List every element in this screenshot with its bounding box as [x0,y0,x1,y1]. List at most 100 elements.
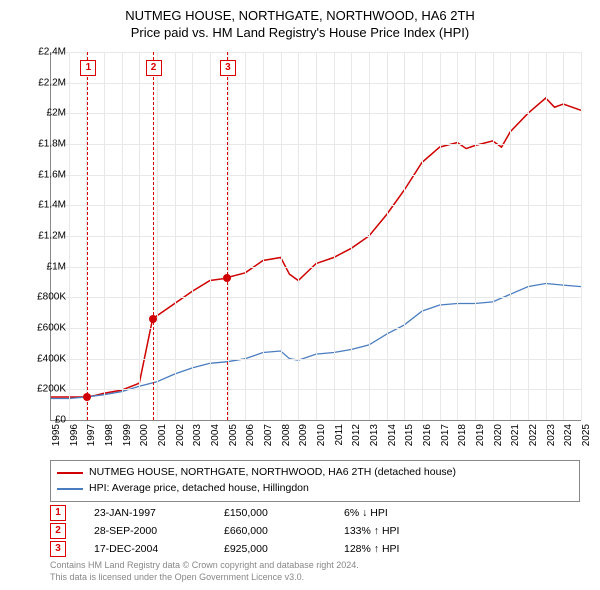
event-marker-line [87,52,88,420]
event-row: 2 28-SEP-2000 £660,000 133% ↑ HPI [50,522,580,540]
y-axis-label: £2.2M [38,77,66,88]
legend-label-hpi: HPI: Average price, detached house, Hill… [89,481,309,497]
y-axis-label: £2M [47,108,66,119]
gridline-v [422,52,423,420]
y-axis-label: £1M [47,261,66,272]
event-badge-on-chart: 1 [80,60,96,76]
x-axis-label: 2023 [546,424,557,446]
events-table: 1 23-JAN-1997 £150,000 6% ↓ HPI 2 28-SEP… [50,504,580,558]
event-date: 17-DEC-2004 [94,543,224,555]
price-marker [83,393,91,401]
gridline-v [404,52,405,420]
gridline-v [493,52,494,420]
x-axis-label: 1995 [51,424,62,446]
chart-container: NUTMEG HOUSE, NORTHGATE, NORTHWOOD, HA6 … [0,0,600,590]
event-price: £150,000 [224,507,344,519]
gridline-v [581,52,582,420]
gridline-v [457,52,458,420]
gridline-v [387,52,388,420]
x-axis-label: 2002 [175,424,186,446]
y-axis-label: £1.2M [38,231,66,242]
x-axis-label: 2003 [192,424,203,446]
event-pct: 6% ↓ HPI [344,507,454,519]
y-axis-label: £2.4M [38,47,66,58]
y-axis-label: £400K [37,353,66,364]
gridline-v [157,52,158,420]
event-badge-3: 3 [50,541,66,557]
x-axis-label: 2018 [457,424,468,446]
gridline-v [563,52,564,420]
x-axis-label: 1999 [122,424,133,446]
x-axis-label: 2012 [351,424,362,446]
legend-label-property: NUTMEG HOUSE, NORTHGATE, NORTHWOOD, HA6 … [89,465,456,481]
legend-row: NUTMEG HOUSE, NORTHGATE, NORTHWOOD, HA6 … [57,465,573,481]
price-marker [223,274,231,282]
x-axis-label: 2013 [369,424,380,446]
gridline-v [281,52,282,420]
x-axis-label: 2005 [228,424,239,446]
gridline-v [351,52,352,420]
legend-row: HPI: Average price, detached house, Hill… [57,481,573,497]
title-line-1: NUTMEG HOUSE, NORTHGATE, NORTHWOOD, HA6 … [0,8,600,25]
gridline-v [122,52,123,420]
gridline-v [245,52,246,420]
event-badge-on-chart: 2 [146,60,162,76]
x-axis-label: 2021 [510,424,521,446]
gridline-v [510,52,511,420]
y-axis-label: £1.4M [38,200,66,211]
x-axis-label: 1996 [69,424,80,446]
gridline-v [546,52,547,420]
x-axis-label: 2001 [157,424,168,446]
gridline-v [440,52,441,420]
gridline-v [69,52,70,420]
gridline-v [263,52,264,420]
y-axis-label: £200K [37,384,66,395]
legend-swatch-property [57,472,83,474]
x-axis-label: 2024 [563,424,574,446]
x-axis-label: 2009 [298,424,309,446]
gridline-v [192,52,193,420]
x-axis-label: 1998 [104,424,115,446]
chart-plot-area: 1995199619971998199920002001200220032004… [50,52,581,421]
x-axis-label: 2008 [281,424,292,446]
footer-line-1: Contains HM Land Registry data © Crown c… [50,560,359,572]
y-axis-label: £1.8M [38,139,66,150]
x-axis-label: 2022 [528,424,539,446]
x-axis-label: 2019 [475,424,486,446]
footer-line-2: This data is licensed under the Open Gov… [50,572,359,584]
x-axis-label: 2004 [210,424,221,446]
gridline-v [334,52,335,420]
footer-attribution: Contains HM Land Registry data © Crown c… [50,560,359,583]
y-axis-label: £1.6M [38,169,66,180]
event-badge-1: 1 [50,505,66,521]
event-date: 23-JAN-1997 [94,507,224,519]
event-pct: 128% ↑ HPI [344,543,454,555]
x-axis-label: 2007 [263,424,274,446]
event-badge-on-chart: 3 [220,60,236,76]
event-date: 28-SEP-2000 [94,525,224,537]
x-axis-label: 2016 [422,424,433,446]
gridline-v [475,52,476,420]
legend-swatch-hpi [57,488,83,490]
gridline-v [175,52,176,420]
gridline-v [528,52,529,420]
event-price: £925,000 [224,543,344,555]
x-axis-label: 2006 [245,424,256,446]
x-axis-label: 2000 [139,424,150,446]
gridline-v [210,52,211,420]
gridline-v [369,52,370,420]
price-marker [149,315,157,323]
y-axis-label: £600K [37,323,66,334]
event-row: 1 23-JAN-1997 £150,000 6% ↓ HPI [50,504,580,522]
title-block: NUTMEG HOUSE, NORTHGATE, NORTHWOOD, HA6 … [0,0,600,42]
event-pct: 133% ↑ HPI [344,525,454,537]
x-axis-label: 2025 [581,424,592,446]
title-line-2: Price paid vs. HM Land Registry's House … [0,25,600,42]
x-axis-label: 2017 [440,424,451,446]
x-axis-label: 2014 [387,424,398,446]
event-marker-line [153,52,154,420]
event-price: £660,000 [224,525,344,537]
gridline-v [298,52,299,420]
legend-box: NUTMEG HOUSE, NORTHGATE, NORTHWOOD, HA6 … [50,460,580,502]
y-axis-label: £0 [55,415,66,426]
